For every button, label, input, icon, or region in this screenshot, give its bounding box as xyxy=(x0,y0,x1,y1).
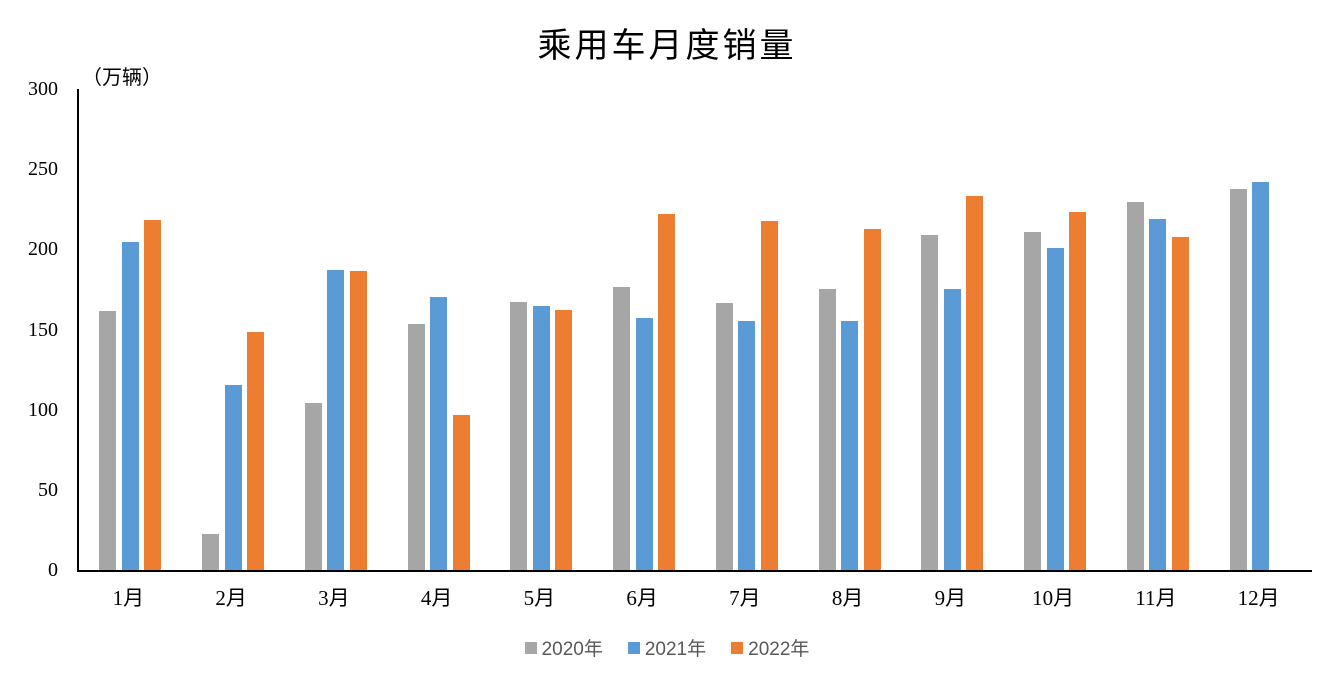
bar-2021年-10月 xyxy=(1046,248,1064,570)
bar-2022年-8月 xyxy=(863,229,881,570)
bar-2022年-3月 xyxy=(349,271,367,570)
legend-label-2022: 2022年 xyxy=(748,639,810,660)
y-tick-label: 50 xyxy=(38,478,58,501)
bar-2021年-6月 xyxy=(635,318,653,570)
bar-2021年-11月 xyxy=(1149,218,1167,570)
chart-title: 乘用车月度销量 xyxy=(537,28,797,65)
bar-2022年-5月 xyxy=(555,309,573,570)
x-tick-label: 7月 xyxy=(729,586,761,610)
bar-2020年-2月 xyxy=(202,534,220,570)
bar-2022年-7月 xyxy=(760,221,778,570)
x-tick-label: 2月 xyxy=(215,586,247,610)
legend-swatch-1-icon xyxy=(627,641,640,654)
bar-2022年-1月 xyxy=(144,219,162,570)
bar-2021年-5月 xyxy=(532,306,550,570)
y-tick-label: 0 xyxy=(48,559,58,581)
bar-2020年-11月 xyxy=(1126,201,1144,570)
y-tick-label: 300 xyxy=(28,78,58,100)
plot-area xyxy=(77,89,1312,572)
bar-2022年-9月 xyxy=(966,196,984,570)
bar-2020年-8月 xyxy=(818,288,836,570)
x-tick-label: 3月 xyxy=(318,586,350,610)
legend-item-2020: 2020年 xyxy=(524,634,603,661)
x-tick-label: 12月 xyxy=(1237,586,1280,610)
x-tick-label: 1月 xyxy=(112,586,145,610)
bar-2022年-6月 xyxy=(658,213,676,570)
x-tick-label: 6月 xyxy=(626,586,658,610)
x-tick-label: 8月 xyxy=(831,586,864,610)
bar-2020年-9月 xyxy=(921,235,939,570)
x-tick-label: 9月 xyxy=(934,586,967,610)
legend-swatch-2-icon xyxy=(731,641,744,654)
bar-2020年-7月 xyxy=(715,303,733,570)
bar-2021年-7月 xyxy=(738,321,756,570)
legend-swatch-0-icon xyxy=(524,641,537,654)
y-axis-unit-label: （万辆） xyxy=(82,67,162,89)
bar-2020年-6月 xyxy=(613,287,631,570)
bar-2022年-10月 xyxy=(1069,212,1087,570)
bar-2021年-3月 xyxy=(327,269,345,570)
x-tick-label: 5月 xyxy=(523,586,556,610)
legend-label-2021: 2021年 xyxy=(644,639,707,660)
bar-2021年-4月 xyxy=(430,296,448,570)
x-tick-label: 10月 xyxy=(1032,586,1075,610)
bar-2020年-1月 xyxy=(99,311,117,570)
bar-2020年-10月 xyxy=(1024,231,1042,570)
bar-2022年-2月 xyxy=(247,331,265,570)
y-tick-label: 250 xyxy=(28,158,58,181)
legend-item-2022: 2022年 xyxy=(731,634,809,661)
y-tick-label: 100 xyxy=(28,398,58,421)
bar-2021年-9月 xyxy=(943,289,961,570)
y-tick-label: 150 xyxy=(28,318,58,341)
bar-2020年-3月 xyxy=(304,402,322,570)
bar-2020年-12月 xyxy=(1229,189,1247,570)
x-tick-label: 11月 xyxy=(1135,586,1177,610)
bar-2022年-11月 xyxy=(1171,237,1189,570)
legend-item-2021: 2021年 xyxy=(627,634,707,661)
bar-2021年-8月 xyxy=(841,321,859,570)
bar-2021年-2月 xyxy=(224,384,242,570)
bar-2020年-4月 xyxy=(407,323,425,570)
bar-2021年-1月 xyxy=(121,242,139,570)
y-tick-label: 200 xyxy=(28,238,58,261)
x-tick-label: 4月 xyxy=(420,586,453,610)
legend: 2020年 2021年 2022年 xyxy=(0,634,1334,661)
bar-2022年-4月 xyxy=(452,415,470,570)
bar-2020年-5月 xyxy=(510,301,528,570)
legend-label-2020: 2020年 xyxy=(541,639,603,660)
bar-2021年-12月 xyxy=(1252,181,1270,570)
